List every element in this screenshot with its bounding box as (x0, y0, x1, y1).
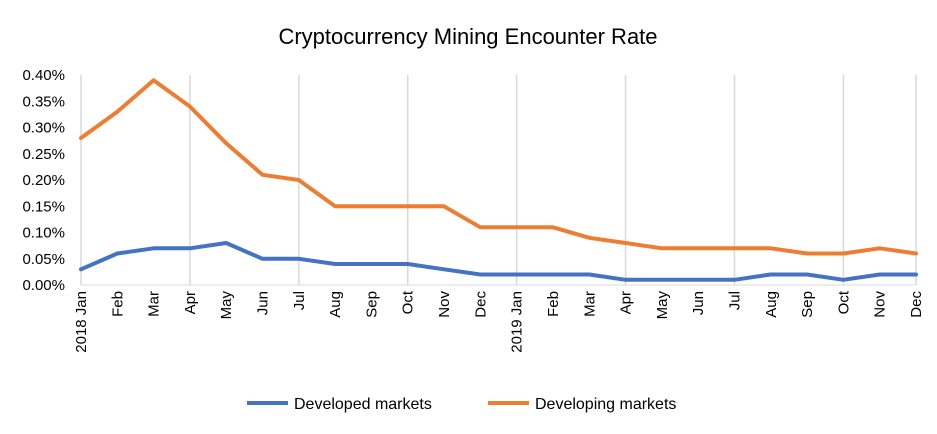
x-tick-label: Dec (472, 291, 489, 318)
x-tick-label: Jul (726, 291, 743, 310)
chart-title: Cryptocurrency Mining Encounter Rate (278, 24, 657, 49)
x-tick-label: May (218, 291, 235, 320)
y-tick-label: 0.20% (22, 172, 65, 189)
x-tick-label: 2019 Jan (509, 291, 526, 353)
x-tick-label: Sep (799, 291, 816, 318)
legend: Developed markets Developing markets (247, 396, 676, 413)
x-tick-label: Mar (581, 291, 598, 317)
x-tick-label: Aug (763, 291, 780, 318)
y-tick-label: 0.40% (22, 67, 65, 84)
x-tick-label: Oct (835, 290, 852, 314)
y-tick-label: 0.25% (22, 146, 65, 163)
x-tick-label: Dec (908, 291, 925, 318)
x-tick-label: Jun (690, 291, 707, 315)
gridlines (80, 75, 917, 285)
x-axis-ticks: 2018 Jan Feb Mar Apr May Jun Jul Aug Sep Oct Nov De… (73, 290, 925, 353)
series-line (79, 78, 918, 256)
x-tick-label: Oct (400, 290, 417, 314)
x-tick-label: May (654, 291, 671, 320)
x-tick-label: Sep (363, 291, 380, 318)
x-tick-label: Nov (436, 291, 453, 318)
y-tick-label: 0.00% (22, 277, 65, 294)
y-tick-label: 0.10% (22, 225, 65, 242)
x-tick-label: Apr (618, 291, 635, 314)
x-tick-label: Apr (182, 291, 199, 314)
series-line (79, 241, 918, 282)
y-tick-label: 0.15% (22, 198, 65, 215)
legend-label: Developing markets (535, 396, 676, 413)
x-tick-label: Aug (327, 291, 344, 318)
x-tick-label: 2018 Jan (73, 291, 90, 353)
x-tick-label: Jul (291, 291, 308, 310)
x-tick-label: Feb (545, 291, 562, 317)
y-axis-ticks: 0.00% 0.05% 0.10% 0.15% 0.20% 0.25% 0.30% 0.35%… (22, 67, 65, 294)
legend-label: Developed markets (294, 396, 432, 413)
x-tick-label: Jun (255, 291, 272, 315)
y-tick-label: 0.05% (22, 251, 65, 268)
y-tick-label: 0.35% (22, 93, 65, 110)
x-tick-label: Feb (109, 291, 126, 317)
x-tick-label: Mar (146, 291, 163, 317)
y-tick-label: 0.30% (22, 120, 65, 137)
x-tick-label: Nov (872, 291, 889, 318)
series-lines (79, 78, 918, 282)
